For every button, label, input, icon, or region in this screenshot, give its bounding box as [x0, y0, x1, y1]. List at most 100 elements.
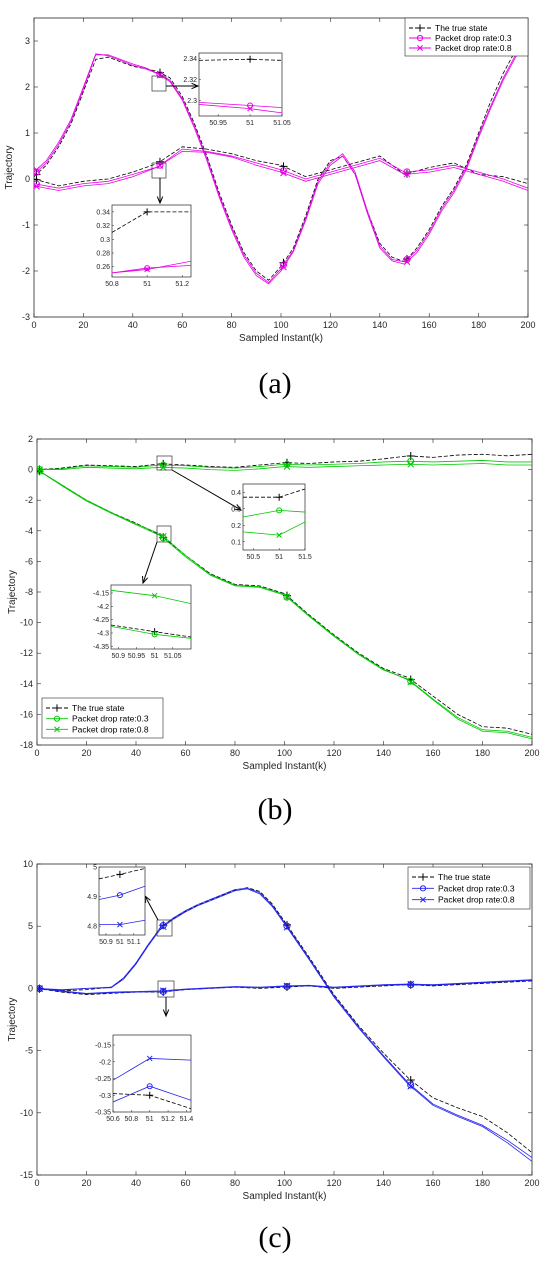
zoom-region	[151, 162, 167, 179]
x-tick-label: 60	[177, 320, 187, 330]
inset-x-tick-label: 50.8	[105, 281, 119, 288]
zoom-arrow-head	[233, 504, 243, 511]
inset-y-tick-label: 0.26	[96, 264, 110, 271]
inset-y-tick-label: 4.9	[87, 894, 97, 901]
marker-state1-rate03	[283, 922, 291, 930]
y-tick-label: -5	[25, 1046, 33, 1056]
x-tick-label: 200	[524, 1178, 539, 1188]
x-tick-label: 180	[471, 320, 486, 330]
inset-y-tick-label: 0.2	[231, 523, 241, 530]
zoom-inset-0: 50.95 51 51.05 2.3 2.32 2.34	[151, 52, 291, 127]
x-tick-label: 160	[425, 1178, 440, 1188]
legend-label: The true state	[435, 23, 488, 33]
x-tick-label: 40	[131, 1178, 141, 1188]
inset-marker	[144, 266, 150, 273]
inset-marker	[276, 532, 283, 539]
inset-series-line	[99, 885, 145, 900]
series-line-state2-rate08	[37, 979, 532, 994]
inset-y-tick-label: 2.34	[183, 56, 197, 63]
legend-marker	[420, 896, 426, 903]
marker-state2-rate08	[156, 162, 164, 169]
inset-y-tick-label: -4.25	[93, 617, 109, 624]
marker-state1-rate08	[283, 923, 291, 931]
zoom-region	[156, 455, 173, 471]
inset-lines	[111, 589, 191, 639]
x-tick-label: 140	[376, 748, 391, 758]
marker-state1-rate08	[159, 923, 167, 931]
x-tick-label: 80	[230, 1178, 240, 1188]
marker-state2-rate03	[407, 677, 415, 685]
y-tick-label: 5	[28, 921, 33, 931]
inset-marker	[146, 1091, 154, 1099]
marker-state1-rate08	[280, 263, 287, 271]
zoom-region	[156, 919, 173, 937]
zoom-inset-1: 50.8 51 51.2 0.26 0.28 0.3 0.32 0.34	[96, 162, 192, 288]
inset-y-tick-label: 2.32	[183, 77, 197, 84]
legend-label: Packet drop rate:0.8	[72, 724, 149, 734]
inset-x-tick-label: 51	[275, 554, 283, 561]
legend-marker	[419, 885, 427, 892]
x-tick-label: 120	[326, 1178, 341, 1188]
marker-state2-rate03	[156, 161, 164, 169]
inset-x-tick-label: 50.9	[111, 653, 125, 660]
zoom-arrow	[142, 541, 158, 584]
x-axis-label: Sampled Instant(k)	[243, 761, 327, 772]
y-tick-label: -3	[22, 312, 30, 322]
marker-state2-rate03	[159, 534, 167, 542]
legend-marker	[53, 704, 61, 712]
series-line-state1-rate08	[34, 38, 528, 285]
inset-frame	[242, 483, 306, 551]
series-lines	[37, 451, 532, 740]
zoom-arrow	[171, 469, 242, 511]
inset-x-tick-label: 50.95	[209, 120, 227, 127]
y-tick-label: -2	[22, 266, 30, 276]
inset-x-tick-label: 50.9	[99, 939, 113, 946]
inset-series-line	[112, 264, 191, 274]
inset-x-tick-label: 50.5	[247, 554, 261, 561]
inset-series-line	[113, 1085, 191, 1103]
inset-marker	[247, 105, 253, 112]
inset-y-tick-label: 2.3	[187, 98, 197, 105]
y-tick-label: -10	[20, 1108, 33, 1118]
chart-panel-0: 0 20 40 60 80 100 120 140 160 180 200 -3 -2 -1 0 1 2 3 Sam…	[4, 17, 536, 400]
inset-x-tick-label: 51	[246, 120, 254, 127]
legend-label: The true state	[438, 872, 491, 882]
series-lines	[34, 31, 528, 285]
marker-state1-rate08	[159, 464, 167, 471]
legend-marker	[53, 715, 61, 722]
legend-box	[41, 697, 164, 739]
series-line-state2-true	[34, 146, 528, 187]
x-tick-label: 100	[277, 748, 292, 758]
x-tick-label: 60	[180, 748, 190, 758]
inset-y-tick-label: 4.8	[87, 924, 97, 931]
inset-y-tick-label: 5	[93, 865, 97, 872]
x-tick-label: 180	[475, 748, 490, 758]
y-tick-label: -1	[22, 220, 30, 230]
inset-y-tick-label: 0.4	[231, 490, 241, 497]
marker-state1-rate08	[407, 1082, 415, 1090]
figure-caption: (a)	[258, 367, 291, 400]
chart-panel-1: 0 20 40 60 80 100 120 140 160 180 200-18-16-14-12-…	[7, 434, 540, 826]
inset-y-tick-label: -4.15	[93, 591, 109, 598]
inset-x-tick-label: 51	[151, 653, 159, 660]
legend-label: The true state	[72, 703, 125, 713]
marker-state2-true	[34, 175, 41, 184]
x-tick-label: 100	[277, 1178, 292, 1188]
x-tick-label: 120	[323, 320, 338, 330]
series-line-state1-rate03	[37, 887, 532, 1158]
x-axis-label: Sampled Instant(k)	[243, 1191, 327, 1202]
y-tick-label: 0	[28, 465, 33, 475]
inset-lines	[113, 1055, 191, 1110]
legend-marker	[416, 34, 424, 42]
inset-y-tick-label: -0.35	[95, 1110, 111, 1117]
series-line-state1-rate08	[37, 888, 532, 1162]
inset-marker	[146, 1083, 153, 1090]
inset-x-tick-label: 51.05	[164, 653, 182, 660]
inset-marker	[276, 507, 283, 514]
inset-x-tick-label: 51.05	[273, 120, 291, 127]
inset-y-tick-label: -0.25	[95, 1076, 111, 1083]
marker-state2-rate03	[159, 988, 167, 996]
inset-x-tick-label: 51.2	[175, 281, 189, 288]
